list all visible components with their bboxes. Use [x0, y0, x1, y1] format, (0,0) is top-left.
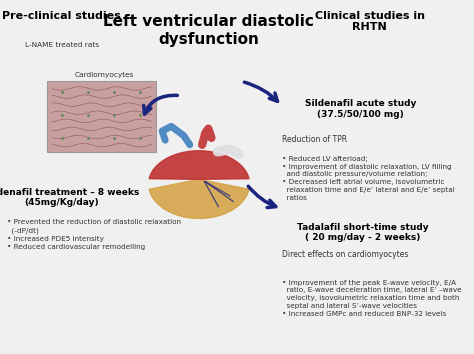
Text: Clinical studies in
RHTN: Clinical studies in RHTN [315, 11, 425, 32]
Text: • Improvement of the peak E-wave velocity, E/A
  ratio, E-wave deceleration time: • Improvement of the peak E-wave velocit… [282, 280, 462, 317]
Text: • Prevented the reduction of diastolic relaxation
  (-dP/dt)
• Increased PDE5 in: • Prevented the reduction of diastolic r… [7, 219, 181, 250]
Polygon shape [149, 151, 249, 179]
Text: Cardiomyocytes: Cardiomyocytes [74, 72, 134, 78]
Text: Direct effects on cardiomyocytes: Direct effects on cardiomyocytes [282, 250, 409, 258]
Text: Pre-clinical studies: Pre-clinical studies [2, 11, 121, 21]
FancyBboxPatch shape [47, 81, 156, 152]
Text: L-NAME treated rats: L-NAME treated rats [25, 42, 99, 48]
Text: Sildenafil acute study
(37.5/50/100 mg): Sildenafil acute study (37.5/50/100 mg) [305, 99, 416, 119]
Text: • Reduced LV afterload;
• Improvement of diastolic relaxation, LV filling
  and : • Reduced LV afterload; • Improvement of… [282, 156, 455, 200]
Text: Tadalafil short-time study
( 20 mg/day - 2 weeks): Tadalafil short-time study ( 20 mg/day -… [297, 223, 428, 242]
Text: Reduction of TPR: Reduction of TPR [282, 135, 347, 143]
Polygon shape [149, 179, 249, 218]
Text: Sildenafil treatment – 8 weeks
(45mg/Kg/day): Sildenafil treatment – 8 weeks (45mg/Kg/… [0, 188, 139, 207]
Text: Left ventricular diastolic
dysfunction: Left ventricular diastolic dysfunction [103, 14, 314, 47]
